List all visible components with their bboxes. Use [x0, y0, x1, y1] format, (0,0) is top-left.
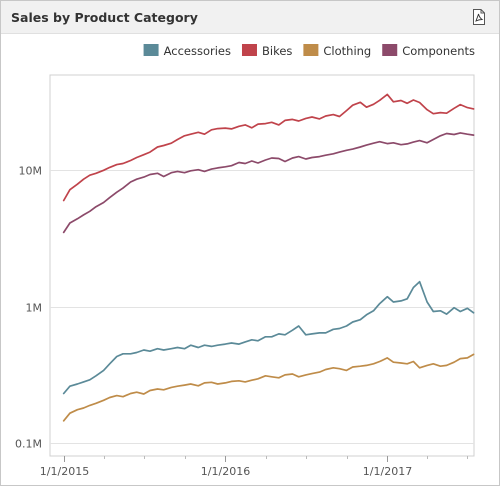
- series-line-clothing: [62, 353, 475, 422]
- y-tick-label: 0.1M: [15, 438, 42, 451]
- panel-title: Sales by Product Category: [11, 10, 198, 25]
- legend-swatch-clothing: [303, 44, 319, 56]
- chart-area: 0.1M 1M 10M 1/1/2015 1/1/2016 1/1/2017 Compone…: [1, 34, 499, 485]
- x-tick-label: 1/1/2016: [201, 465, 250, 478]
- legend-item-accessories[interactable]: Accessories: [143, 44, 231, 58]
- series-line-bikes: [62, 93, 475, 202]
- legend-swatch-accessories: [143, 44, 159, 56]
- legend-label: Bikes: [262, 44, 292, 58]
- panel-header: Sales by Product Category: [1, 1, 499, 34]
- legend-label: Accessories: [164, 44, 231, 58]
- y-tick-label: 1M: [26, 302, 43, 315]
- x-tick-label: 1/1/2017: [363, 465, 412, 478]
- legend-swatch-components: [382, 44, 398, 56]
- legend-item-clothing[interactable]: Clothing: [303, 44, 371, 58]
- legend-item-bikes[interactable]: Bikes: [241, 44, 292, 58]
- series-line-accessories: [62, 280, 475, 395]
- plot-frame: [49, 74, 475, 457]
- x-tick-label: 1/1/2015: [40, 465, 89, 478]
- legend-label: Clothing: [323, 44, 371, 58]
- legend-swatch-bikes: [241, 44, 257, 56]
- series-line-components: [62, 132, 475, 234]
- line-chart: 0.1M 1M 10M 1/1/2015 1/1/2016 1/1/2017 Compone…: [15, 44, 475, 478]
- pdf-export-icon[interactable]: [472, 9, 486, 25]
- legend-item-components[interactable]: Components: [382, 44, 475, 58]
- legend-label: Components: [402, 44, 475, 58]
- y-tick-label: 10M: [19, 165, 43, 178]
